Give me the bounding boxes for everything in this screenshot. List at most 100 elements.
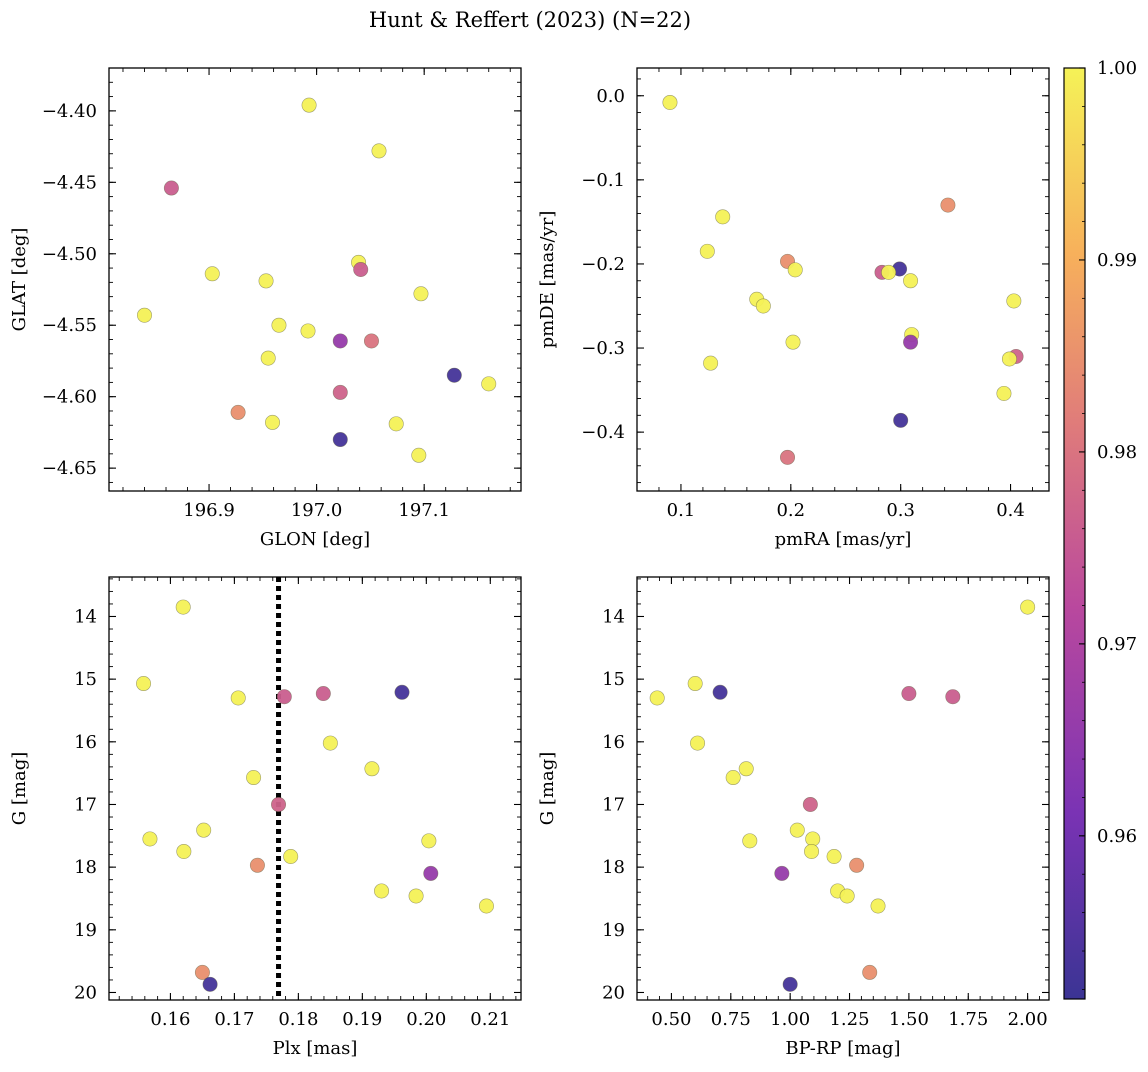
x-tick-label: 1.75 (948, 1009, 988, 1030)
x-tick-label: 0.19 (342, 1009, 382, 1030)
x-tick-label: 0.2 (776, 500, 805, 521)
x-tick-label: 2.00 (1008, 1009, 1048, 1030)
y-tick-label: −0.4 (581, 422, 625, 443)
data-point (230, 690, 246, 706)
axes-frame (636, 576, 1050, 1001)
data-point (353, 261, 369, 277)
axes-frame (108, 67, 522, 492)
data-point (176, 843, 192, 859)
data-point (715, 209, 731, 225)
data-point (260, 350, 276, 366)
data-point (315, 686, 331, 702)
data-point (785, 334, 801, 350)
data-point (940, 197, 956, 213)
data-point (408, 888, 424, 904)
y-tick-label: 19 (602, 920, 625, 941)
y-tick-label: 20 (74, 982, 97, 1003)
y-tick-label: 14 (74, 606, 97, 627)
data-point (394, 684, 410, 700)
data-point (446, 367, 462, 383)
data-point (780, 449, 796, 465)
y-axis-label: G [mag] (537, 752, 558, 825)
y-tick-label: 16 (74, 732, 97, 753)
x-tick-label: 197.1 (398, 500, 450, 521)
y-tick-label: 17 (74, 794, 97, 815)
y-tick-label: −4.50 (42, 244, 97, 265)
data-point (322, 735, 338, 751)
data-point (481, 376, 497, 392)
data-point (478, 898, 494, 914)
x-tick-label: 0.4 (996, 500, 1025, 521)
axes-frame (636, 67, 1050, 492)
panel-2: 0.1 0.2 0.3 0.4 0.0 −0.1 −0.2 −0.3 −0.4 pmRA [mas… (537, 67, 1050, 550)
y-tick-label: 0.0 (596, 86, 625, 107)
y-tick-label: 20 (602, 982, 625, 1003)
y-tick-label: −0.3 (581, 338, 625, 359)
y-axis-label: G [mag] (9, 752, 30, 825)
data-point (388, 416, 404, 432)
data-point (945, 689, 961, 705)
colorbar-gradient (1063, 67, 1086, 1000)
x-axis-label: Plx [mas] (273, 1038, 358, 1059)
data-point (712, 684, 728, 700)
data-point (687, 676, 703, 692)
data-point (903, 273, 919, 289)
y-tick-label: −4.55 (42, 315, 97, 336)
data-point (332, 384, 348, 400)
colorbar-tick-label: 0.99 (1097, 250, 1137, 271)
y-tick-label: −0.1 (581, 170, 625, 191)
data-point (363, 333, 379, 349)
figure-title: Hunt & Reffert (2023) (N=22) (369, 8, 691, 32)
data-point (136, 307, 152, 323)
x-tick-label: 1.25 (829, 1009, 869, 1030)
axes-frame (108, 576, 522, 1001)
colorbar-tick-label: 1.00 (1097, 58, 1137, 79)
x-tick-label: 196.9 (183, 500, 235, 521)
colorbar-ticks: 0.96 0.97 0.98 0.99 1.00 (1079, 58, 1137, 990)
data-point (265, 414, 281, 430)
data-point (194, 964, 210, 980)
data-point (690, 735, 706, 751)
data-point (881, 264, 897, 280)
data-point (283, 848, 299, 864)
data-point (175, 599, 191, 615)
panels: 196.9 197.0 197.1 −4.40 −4.45 −4.50 −4.55 −4.60… (9, 67, 1050, 1059)
y-tick-label: 18 (74, 857, 97, 878)
data-point (364, 761, 380, 777)
colorbar-tick-label: 0.98 (1097, 442, 1137, 463)
x-tick-label: 0.3 (886, 500, 915, 521)
x-tick-label: 0.1 (667, 500, 696, 521)
x-axis-label: GLON [deg] (260, 529, 370, 550)
data-point (782, 976, 798, 992)
y-axis-label: pmDE [mas/yr] (537, 211, 558, 349)
data-point (276, 689, 292, 705)
x-axis-label: pmRA [mas/yr] (775, 529, 912, 550)
data-point (423, 865, 439, 881)
y-tick-label: −4.65 (42, 458, 97, 479)
data-point (371, 143, 387, 159)
data-point (204, 266, 220, 282)
data-point (703, 355, 719, 371)
data-point (699, 243, 715, 259)
data-point (249, 857, 265, 873)
y-tick-label: −4.45 (42, 172, 97, 193)
y-tick-label: 19 (74, 920, 97, 941)
data-point (163, 180, 179, 196)
data-point (774, 865, 790, 881)
data-point (246, 770, 262, 786)
x-tick-label: 0.75 (711, 1009, 751, 1030)
data-point (1020, 599, 1036, 615)
data-point (332, 333, 348, 349)
data-point (804, 843, 820, 859)
y-tick-label: 14 (602, 606, 625, 627)
y-tick-label: 15 (74, 669, 97, 690)
x-tick-label: 0.20 (406, 1009, 446, 1030)
data-point (862, 964, 878, 980)
data-point (421, 833, 437, 849)
data-point (1001, 351, 1017, 367)
y-tick-label: 15 (602, 669, 625, 690)
data-point (903, 334, 919, 350)
x-tick-label: 0.21 (470, 1009, 510, 1030)
data-point (901, 686, 917, 702)
data-point (996, 385, 1012, 401)
